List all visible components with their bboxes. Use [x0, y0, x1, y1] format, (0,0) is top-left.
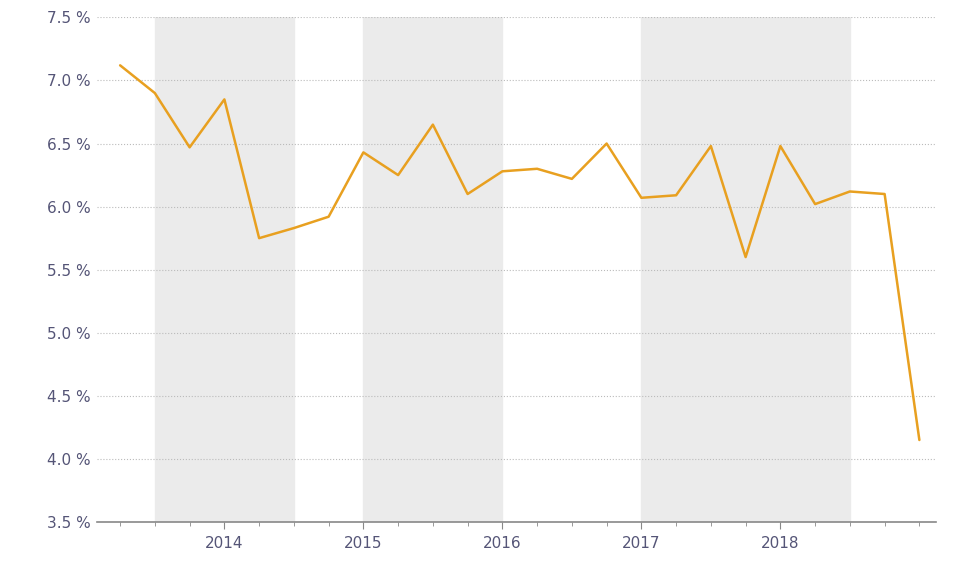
Bar	[642, 17, 850, 522]
Bar	[154, 17, 294, 522]
Bar	[364, 17, 503, 522]
